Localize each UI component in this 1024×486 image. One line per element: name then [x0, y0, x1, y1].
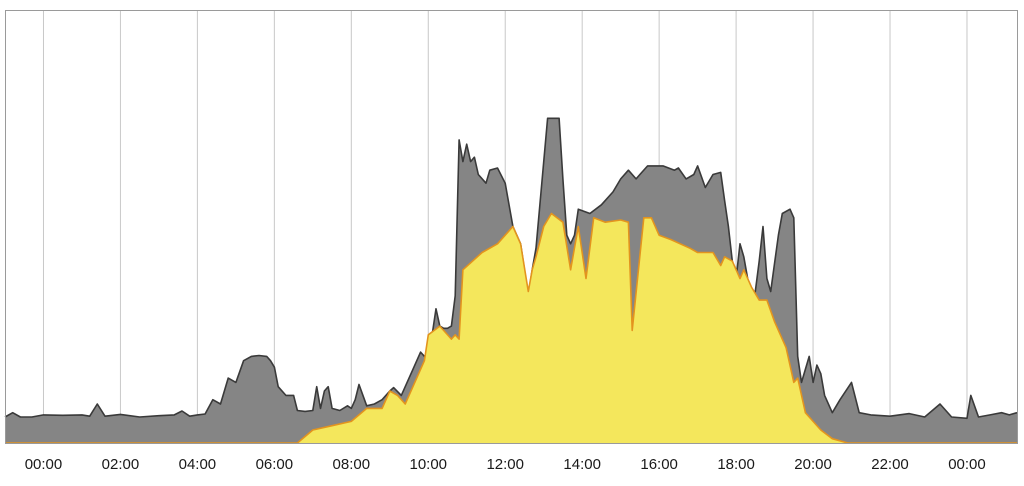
- x-tick-label: 12:00: [486, 456, 524, 473]
- x-tick-label: 20:00: [794, 456, 832, 473]
- solar-line: [5, 212, 1017, 444]
- solar-area: [5, 213, 1017, 443]
- x-axis: 00:00 02:00 04:00 06:00 08:00 10:00 12:00 14:00…: [25, 456, 986, 473]
- x-tick-label: 04:00: [179, 456, 217, 473]
- series-layer: [4, 117, 1018, 444]
- consumption-line: [4, 117, 1018, 420]
- x-tick-label: 22:00: [871, 456, 909, 473]
- x-tick-label: 00:00: [25, 456, 63, 473]
- x-tick-label: 00:00: [948, 456, 986, 473]
- x-tick-label: 02:00: [102, 456, 140, 473]
- x-tick-label: 08:00: [333, 456, 371, 473]
- x-tick-label: 18:00: [717, 456, 755, 473]
- x-tick-label: 16:00: [640, 456, 678, 473]
- x-tick-label: 14:00: [563, 456, 601, 473]
- plot-frame: [5, 10, 1018, 444]
- x-tick-label: 06:00: [256, 456, 294, 473]
- x-tick-label: 10:00: [409, 456, 447, 473]
